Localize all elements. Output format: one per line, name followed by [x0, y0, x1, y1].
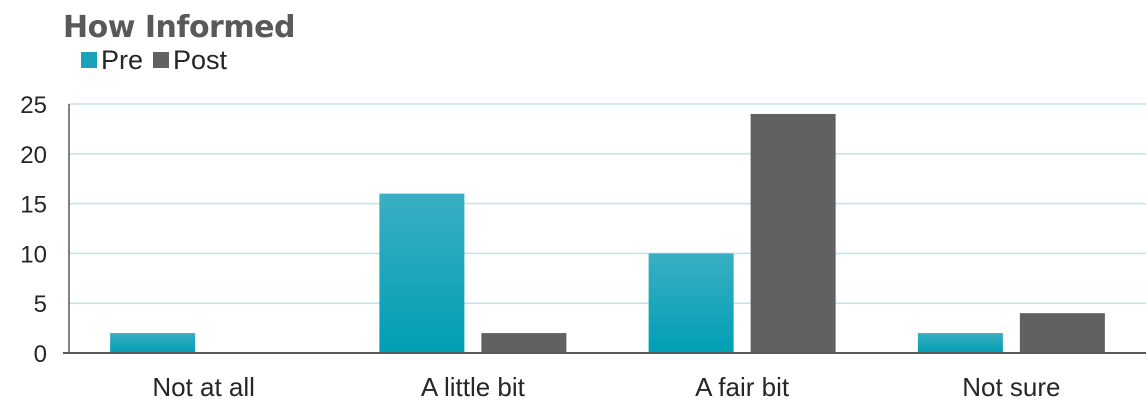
gridlines — [69, 103, 1146, 304]
y-tick-label: 10 — [20, 241, 47, 268]
x-category-label: Not sure — [962, 372, 1060, 402]
bar-post-1 — [481, 333, 567, 353]
legend-item-pre: Pre — [81, 45, 143, 75]
y-tick-label: 5 — [34, 291, 47, 318]
chart-title: How Informed — [63, 10, 295, 45]
bar-post-2 — [750, 113, 836, 354]
y-tick-label: 20 — [20, 142, 47, 169]
legend-swatch-pre — [81, 52, 97, 68]
legend-swatch-post — [153, 52, 170, 68]
legend: Pre Post — [81, 45, 237, 75]
bar-pre-3 — [917, 333, 1003, 353]
legend-label-pre: Pre — [101, 45, 144, 75]
bar-pre-2 — [648, 253, 734, 353]
y-tick-label: 25 — [20, 92, 47, 119]
x-category-label: Not at all — [152, 372, 255, 402]
x-category-label: A little bit — [421, 372, 526, 402]
y-tick-label: 15 — [20, 192, 47, 219]
legend-item-post: Post — [153, 45, 227, 75]
legend-label-post: Post — [173, 45, 228, 75]
y-tick-label: 0 — [34, 341, 47, 368]
bar-post-3 — [1019, 313, 1105, 353]
axes — [63, 104, 1146, 354]
bar-pre-1 — [379, 193, 465, 353]
axis-labels: 0 5 10 15 20 25 Not at all A little bit A fair b… — [20, 92, 1060, 402]
x-category-label: A fair bit — [695, 372, 790, 402]
bars — [110, 113, 1105, 354]
bar-pre-0 — [110, 333, 196, 353]
